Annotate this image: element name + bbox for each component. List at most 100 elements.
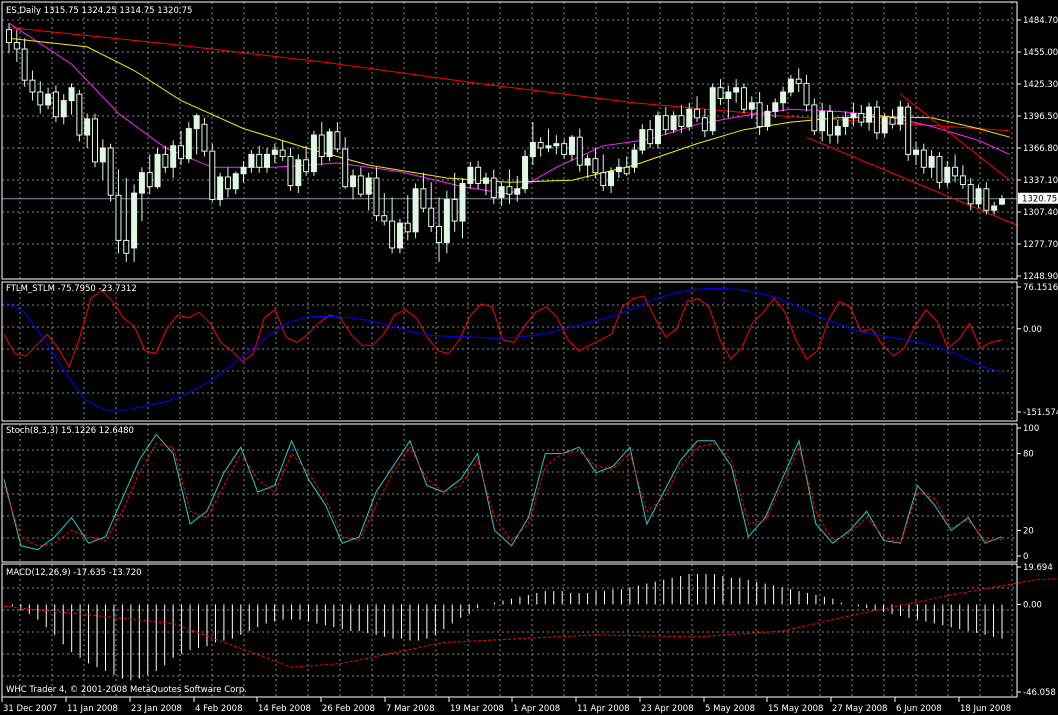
candle-bull (365, 177, 372, 195)
price-axis: 1484.70 1455.00 1425.30 1396.50 1366.80 1337.… (1017, 16, 1058, 698)
candle-bear (123, 239, 130, 254)
candle (357, 167, 364, 198)
price-tick-label: 1425.30 (1023, 80, 1058, 90)
time-tick-label: 11 Jan 2008 (67, 704, 118, 714)
candle (381, 193, 388, 226)
candle (60, 94, 67, 125)
panel-frame (1, 1, 1018, 280)
candle-bull (264, 153, 271, 168)
candle (834, 119, 841, 144)
candle-bear (318, 134, 325, 158)
candle (850, 102, 857, 127)
candle-bear (451, 199, 458, 222)
candle-bear (224, 176, 231, 190)
candle (185, 122, 192, 163)
time-tick-label: 11 Apr 2008 (577, 704, 630, 714)
ftlm-stlm-panel[interactable]: FTLM_STLM -75.7950 -23.7312 (3, 284, 1003, 411)
time-axis: 31 Dec 2007 11 Jan 2008 23 Jan 2008 4 Feb 2… (1, 697, 1011, 714)
current-price-label: 1320.75 (1022, 195, 1057, 205)
candle (897, 100, 904, 131)
candle (217, 172, 224, 206)
candle (436, 197, 443, 262)
candle (365, 172, 372, 211)
time-tick-label: 7 Mar 2008 (386, 704, 434, 714)
candle-bull (850, 113, 857, 119)
candle (694, 96, 701, 123)
candle (459, 178, 466, 239)
candle (670, 111, 677, 133)
candle (803, 74, 810, 112)
candle (826, 104, 833, 144)
panel-frames (1, 1, 1018, 698)
candle-bull (733, 87, 740, 93)
ftlm-tick-label: -151.574 (1023, 408, 1058, 418)
candle-bull (498, 186, 505, 198)
candle-bear (162, 153, 169, 168)
candle (608, 167, 615, 194)
candle (545, 128, 552, 153)
candle (568, 135, 575, 161)
candle (193, 113, 200, 155)
candle (592, 147, 599, 179)
candle-bull (68, 87, 75, 102)
candle-bull (928, 156, 935, 168)
candle-bull (99, 147, 106, 163)
candle-bull (326, 131, 333, 158)
candle-bear (858, 113, 865, 123)
price-tick-label: 1337.10 (1023, 176, 1058, 186)
candle (764, 104, 771, 131)
candle-bear (342, 148, 349, 188)
macd-panel[interactable]: MACD(12,26,9) -17.635 -13.720 WHC Trader… (3, 568, 1058, 695)
candle (310, 130, 317, 176)
candle-bear (678, 115, 685, 127)
price-tick-label: 1455.00 (1023, 48, 1058, 58)
candle (529, 122, 536, 166)
candle (795, 68, 802, 93)
candle (6, 23, 12, 54)
candle (178, 130, 185, 166)
candle (506, 169, 513, 204)
candle (287, 147, 294, 191)
candle-bear (334, 131, 341, 150)
candle (615, 158, 622, 179)
candle-bear (21, 48, 28, 81)
candle-bear (52, 91, 59, 118)
candle-bull (912, 149, 919, 155)
candle-bear (889, 117, 896, 125)
candle (264, 147, 271, 173)
candle (76, 89, 83, 142)
price-panel[interactable]: ES,Daily 1315.75 1324.25 1314.75 1320.75 (2, 6, 1018, 262)
price-panel-title: ES,Daily 1315.75 1324.25 1314.75 1320.75 (6, 6, 192, 16)
candle (787, 74, 794, 97)
candle-bull (84, 118, 91, 136)
candle-bull (999, 198, 1005, 205)
time-tick-label: 14 Feb 2008 (258, 704, 311, 714)
time-tick-label: 27 May 2008 (832, 704, 887, 714)
candle-bull (295, 159, 302, 187)
candle-bear (647, 129, 654, 145)
candle (451, 172, 458, 232)
candle-bear (920, 149, 927, 168)
series-ftlm-line (3, 289, 1003, 369)
candle-bear (279, 149, 286, 158)
candle (842, 111, 849, 136)
time-tick-label: 15 May 2008 (768, 704, 823, 714)
candle (138, 167, 145, 222)
candle-bear (475, 166, 482, 184)
candle (92, 113, 99, 168)
candle (170, 140, 177, 179)
time-tick-label: 1 Apr 2008 (513, 704, 560, 714)
candle-bull (60, 100, 67, 118)
candle (224, 167, 231, 198)
candle-bull (522, 156, 529, 190)
candle-bear (178, 145, 185, 160)
candle (912, 141, 919, 166)
price-tick-label: 1396.50 (1023, 112, 1058, 122)
stochastic-panel[interactable]: Stoch(8,3,3) 15.1226 12.6480 (3, 426, 1003, 551)
candle-bull (45, 93, 52, 106)
candle (37, 81, 44, 114)
candle (936, 152, 943, 189)
panel-frame (1, 281, 1018, 422)
candle-bull (154, 153, 161, 188)
